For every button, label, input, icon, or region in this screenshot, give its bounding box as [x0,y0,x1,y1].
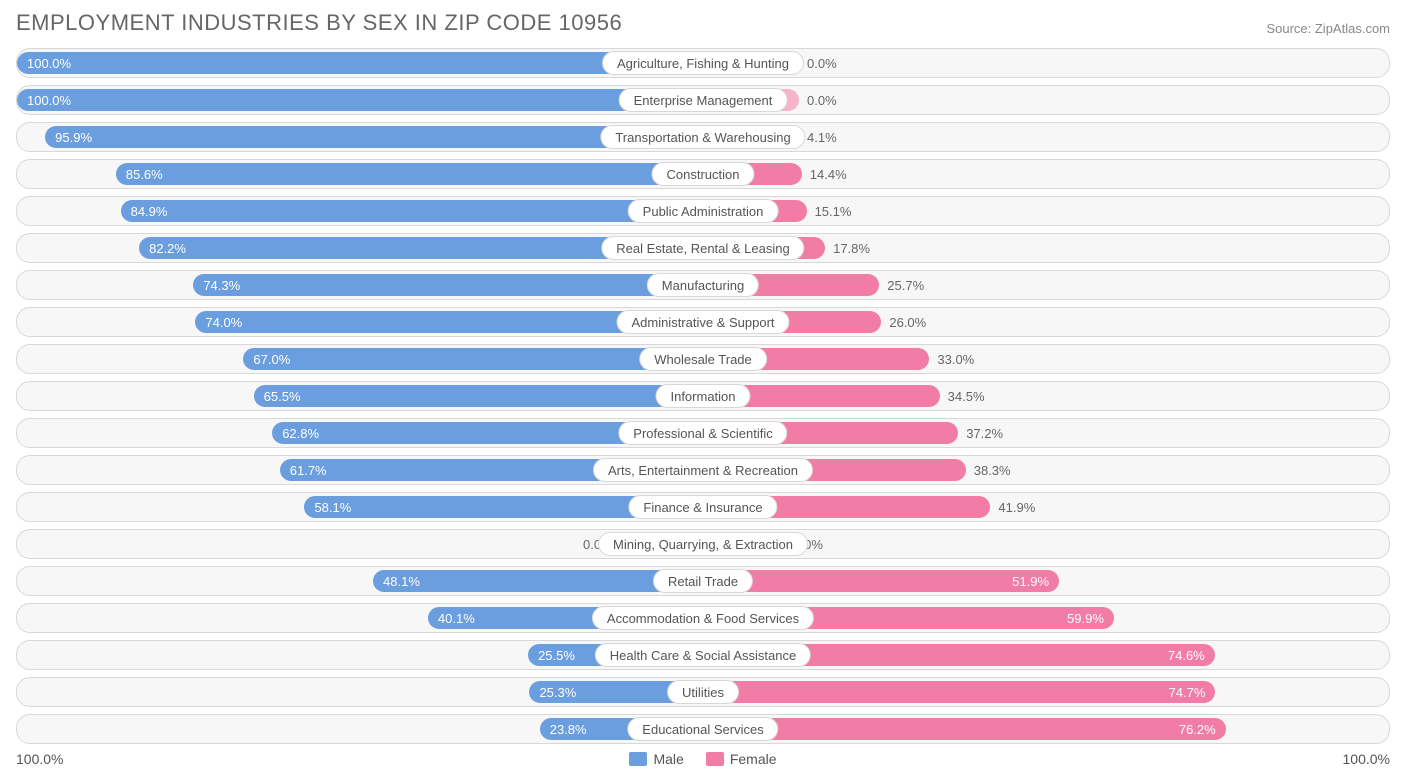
female-bar: 74.7% [703,681,1215,703]
category-label: Transportation & Warehousing [600,125,805,149]
category-label: Administrative & Support [616,310,789,334]
male-bar: 100.0% [17,89,703,111]
axis-right-label: 100.0% [1343,751,1390,767]
bar-row: 0.0% 100.0% Agriculture, Fishing & Hunting [16,48,1390,78]
bar-row: 0.0%0.0%Mining, Quarrying, & Extraction [16,529,1390,559]
male-bar: 74.3% [193,274,703,296]
category-label: Mining, Quarrying, & Extraction [598,532,808,556]
male-pct: 82.2% [139,241,196,256]
category-label: Real Estate, Rental & Leasing [601,236,804,260]
female-pct: 38.3% [966,456,1011,484]
male-pct: 58.1% [304,500,361,515]
category-label: Arts, Entertainment & Recreation [593,458,813,482]
bar-row: 14.4% 85.6% Construction [16,159,1390,189]
chart-footer: 100.0% Male Female 100.0% [16,751,1390,767]
male-bar: 100.0% [17,52,703,74]
bar-row: 40.1% 59.9% Accommodation & Food Services [16,603,1390,633]
female-bar: 51.9% [703,570,1059,592]
bar-row: 4.1%95.9%Transportation & Warehousing [16,122,1390,152]
female-pct: 25.7% [879,271,924,299]
bar-row: 23.8% 76.2% Educational Services [16,714,1390,744]
category-label: Wholesale Trade [639,347,767,371]
female-pct: 34.5% [940,382,985,410]
legend-female: Female [706,751,777,767]
female-pct: 76.2% [1169,722,1226,737]
male-pct: 48.1% [373,574,430,589]
category-label: Enterprise Management [619,88,788,112]
category-label: Retail Trade [653,569,753,593]
bar-row: 17.8% 82.2% Real Estate, Rental & Leasing [16,233,1390,263]
female-pct: 51.9% [1002,574,1059,589]
female-pct: 17.8% [825,234,870,262]
bar-row: 33.0% 67.0% Wholesale Trade [16,344,1390,374]
chart-title: EMPLOYMENT INDUSTRIES BY SEX IN ZIP CODE… [16,10,622,36]
category-label: Utilities [667,680,739,704]
male-pct: 95.9% [45,130,102,145]
category-label: Accommodation & Food Services [592,606,814,630]
category-label: Finance & Insurance [628,495,777,519]
bar-row: 0.0% 100.0% Enterprise Management [16,85,1390,115]
bar-row: 26.0% 74.0% Administrative & Support [16,307,1390,337]
category-label: Agriculture, Fishing & Hunting [602,51,804,75]
female-pct: 37.2% [958,419,1003,447]
category-label: Public Administration [628,199,779,223]
male-pct: 23.8% [540,722,597,737]
female-pct: 0.0% [799,49,837,77]
category-label: Construction [652,162,755,186]
female-pct: 0.0% [799,86,837,114]
bar-row: 37.2% 62.8% Professional & Scientific [16,418,1390,448]
male-pct: 84.9% [121,204,178,219]
male-pct: 100.0% [17,56,81,71]
bar-row: 25.7% 74.3% Manufacturing [16,270,1390,300]
male-bar: 85.6% [116,163,703,185]
category-label: Educational Services [627,717,778,741]
male-bar: 67.0% [243,348,703,370]
male-pct: 67.0% [243,352,300,367]
male-bar: 84.9% [121,200,703,222]
female-pct: 33.0% [929,345,974,373]
male-pct: 62.8% [272,426,329,441]
bar-row: 34.5% 65.5% Information [16,381,1390,411]
female-pct: 15.1% [807,197,852,225]
bar-row: 15.1% 84.9% Public Administration [16,196,1390,226]
legend-male-swatch [629,752,647,766]
legend-female-label: Female [730,751,777,767]
axis-left-label: 100.0% [16,751,63,767]
legend-female-swatch [706,752,724,766]
female-pct: 74.6% [1158,648,1215,663]
male-pct: 74.0% [195,315,252,330]
bar-row: 38.3% 61.7% Arts, Entertainment & Recreati… [16,455,1390,485]
male-pct: 74.3% [193,278,250,293]
category-label: Manufacturing [647,273,759,297]
female-pct: 59.9% [1057,611,1114,626]
bar-row: 25.5% 74.6% Health Care & Social Assistanc… [16,640,1390,670]
legend: Male Female [629,751,776,767]
male-bar: 65.5% [254,385,703,407]
male-pct: 85.6% [116,167,173,182]
male-pct: 65.5% [254,389,311,404]
male-pct: 25.3% [529,685,586,700]
diverging-bar-chart: 0.0% 100.0% Agriculture, Fishing & Hunting… [16,48,1390,744]
legend-male-label: Male [653,751,683,767]
female-bar: 76.2% [703,718,1226,740]
male-pct: 40.1% [428,611,485,626]
male-pct: 61.7% [280,463,337,478]
male-pct: 100.0% [17,93,81,108]
legend-male: Male [629,751,683,767]
female-pct: 26.0% [881,308,926,336]
bar-row: 48.1% 51.9% Retail Trade [16,566,1390,596]
category-label: Information [655,384,750,408]
male-pct: 25.5% [528,648,585,663]
chart-header: EMPLOYMENT INDUSTRIES BY SEX IN ZIP CODE… [16,10,1390,36]
source-label: Source: ZipAtlas.com [1266,21,1390,36]
bar-row: 25.3% 74.7% Utilities [16,677,1390,707]
category-label: Health Care & Social Assistance [595,643,811,667]
female-pct: 14.4% [802,160,847,188]
female-pct: 41.9% [990,493,1035,521]
category-label: Professional & Scientific [618,421,787,445]
bar-row: 41.9% 58.1% Finance & Insurance [16,492,1390,522]
female-pct: 74.7% [1159,685,1216,700]
